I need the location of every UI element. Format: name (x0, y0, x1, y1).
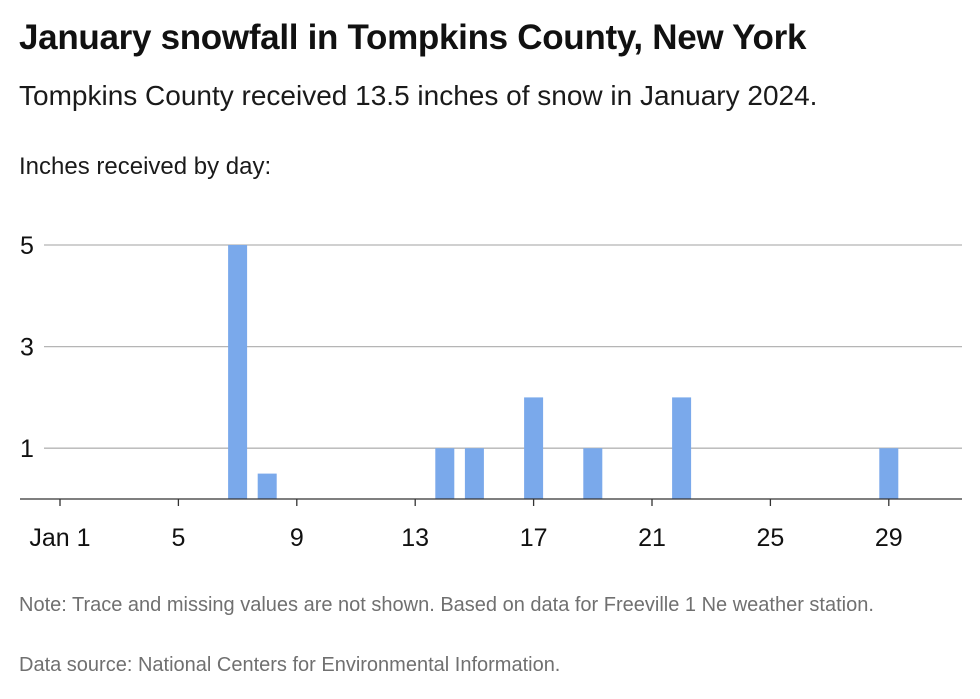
x-tick-label: 17 (520, 524, 548, 552)
bar-day-14 (435, 448, 455, 499)
bar-day-15 (464, 448, 484, 499)
x-tick-label: 5 (171, 524, 185, 552)
chart-subtitle: Tompkins County received 13.5 inches of … (19, 80, 818, 111)
data-source: Data source: National Centers for Enviro… (19, 654, 561, 676)
chart-title: January snowfall in Tompkins County, New… (19, 18, 807, 57)
x-tick-label: 29 (875, 524, 903, 552)
y-tick-label: 1 (20, 435, 34, 463)
gridlines (44, 244, 962, 449)
y-tick-label: 5 (20, 232, 34, 260)
bar-day-17 (524, 397, 544, 499)
x-tick-label: 25 (756, 524, 784, 552)
bar-day-7 (228, 245, 248, 499)
bar-chart: 135 Jan 1 5 9 13 17 21 25 29 (20, 232, 962, 552)
x-axis-ticks: Jan 1 5 9 13 17 21 25 29 (29, 499, 903, 552)
x-tick-label: Jan 1 (29, 524, 90, 552)
x-tick-label: 13 (401, 524, 429, 552)
y-axis-ticks: 1 3 5 (20, 232, 34, 463)
bar-day-8 (257, 473, 277, 499)
x-tick-label: 21 (638, 524, 666, 552)
bar-day-29 (879, 448, 899, 499)
y-tick-label: 3 (20, 334, 34, 362)
bars (228, 245, 899, 499)
chart-note: Note: Trace and missing values are not s… (19, 594, 874, 616)
bar-day-22 (672, 397, 692, 499)
bar-day-19 (583, 448, 603, 499)
x-tick-label: 9 (290, 524, 304, 552)
y-axis-caption: Inches received by day: (19, 153, 272, 180)
